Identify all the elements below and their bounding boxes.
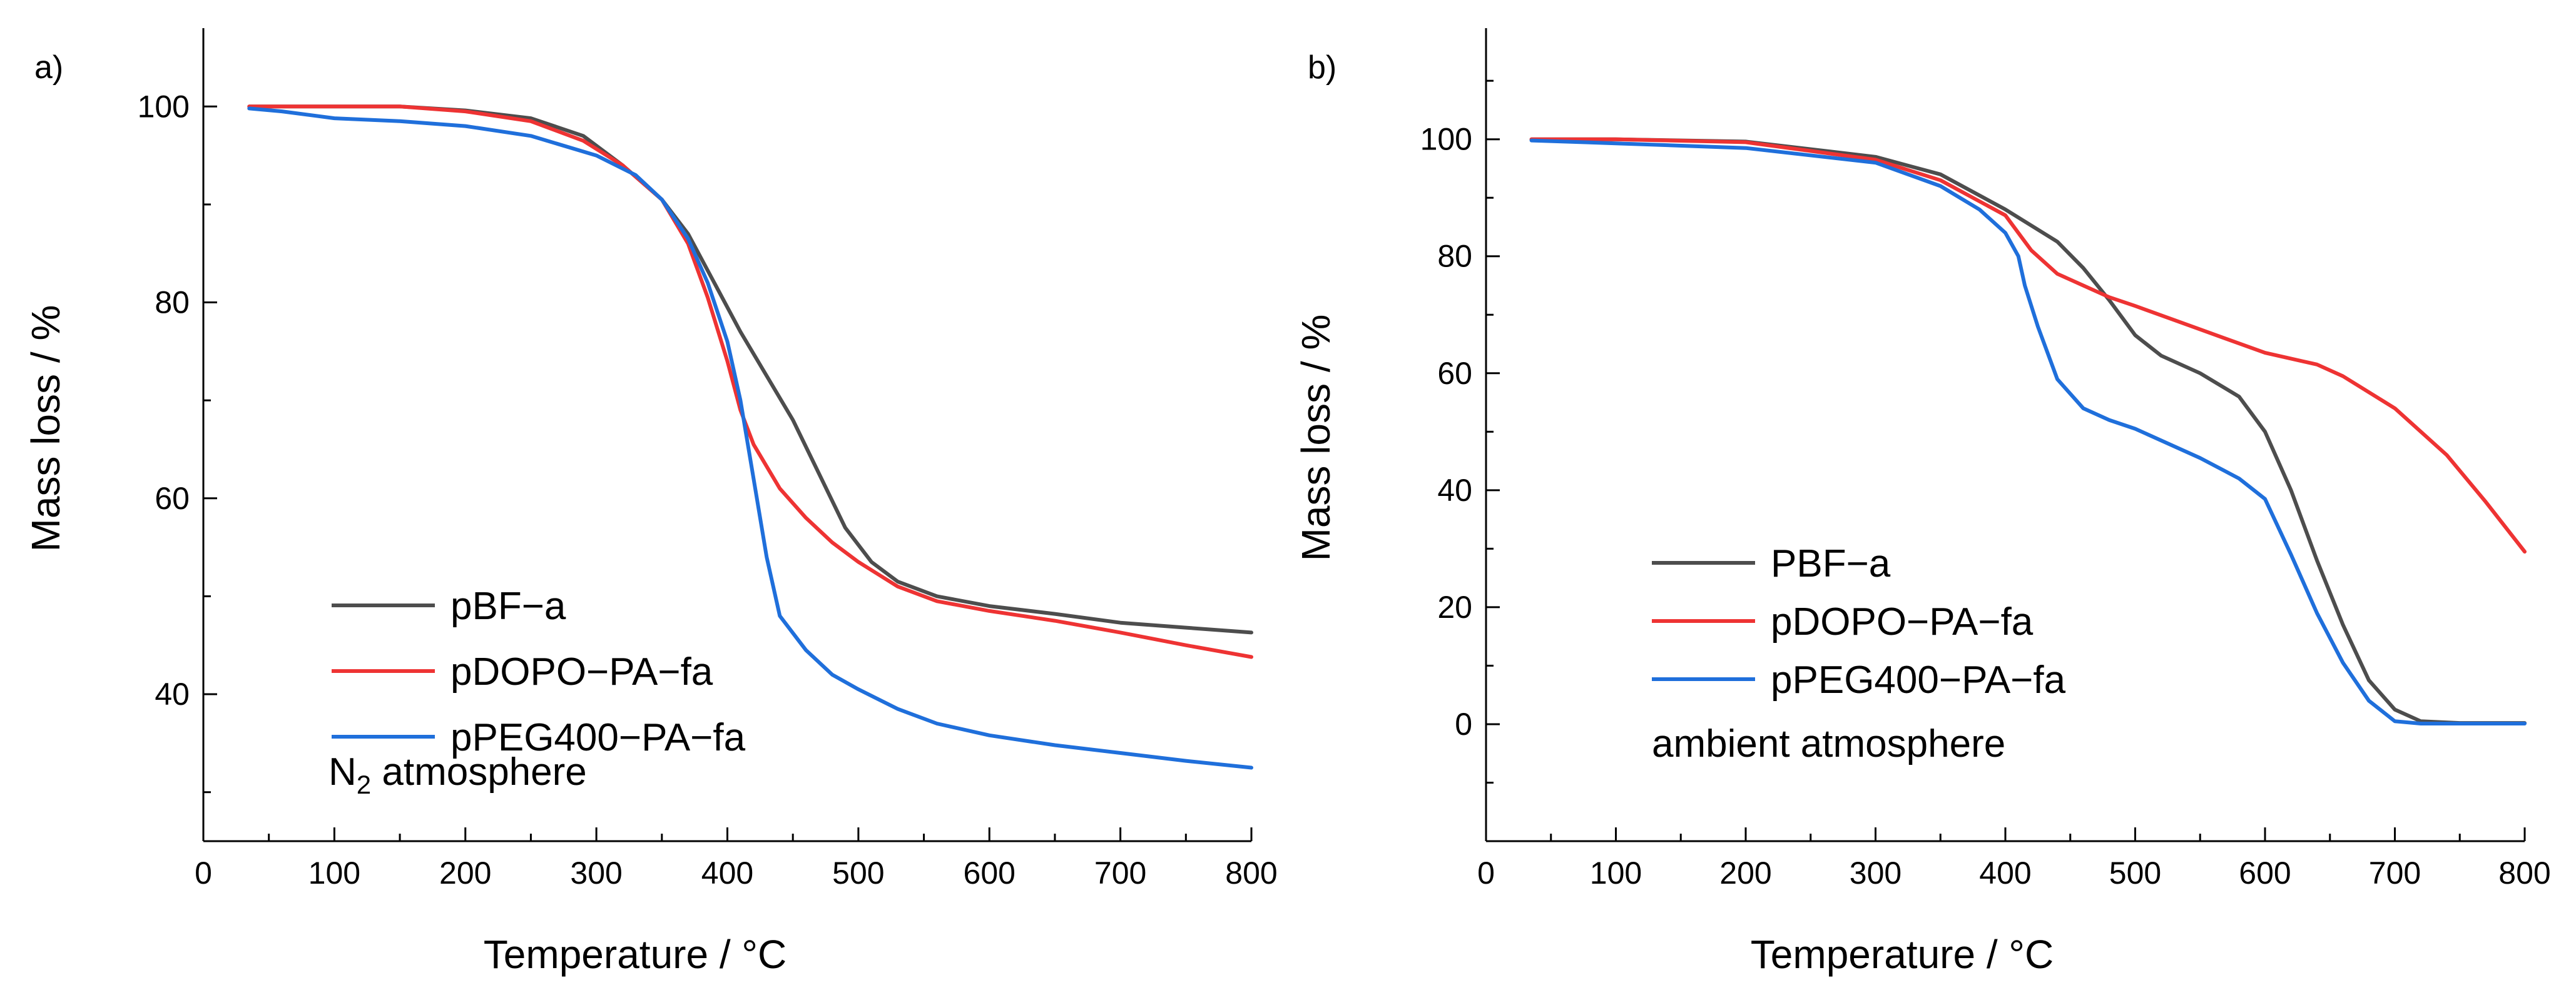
- x-tick-label: 800: [2498, 856, 2550, 891]
- legend-label: PBF−a: [1771, 542, 1891, 585]
- panel-label-a: a): [34, 49, 63, 86]
- y-axis-title-b: Mass loss / %: [1293, 315, 1338, 562]
- series-line-1: [247, 104, 1253, 659]
- series-line-1: [1529, 137, 2527, 554]
- y-tick-label: 60: [1437, 356, 1472, 391]
- y-tick-label: 40: [1437, 473, 1472, 508]
- panel-label-b: b): [1308, 49, 1336, 86]
- x-tick-label: 200: [439, 856, 491, 891]
- series-line-2: [247, 106, 1253, 770]
- x-tick-label: 700: [2369, 856, 2421, 891]
- series-line-0: [1529, 137, 2527, 725]
- x-tick-label: 0: [195, 856, 212, 891]
- y-tick-label: 80: [1437, 239, 1472, 274]
- x-axis-title-b: Temperature / °C: [1751, 932, 2054, 977]
- legend-label: pPEG400−PA−fa: [451, 716, 746, 759]
- x-tick-label: 700: [1094, 856, 1146, 891]
- legend-label: pDOPO−PA−fa: [451, 650, 713, 694]
- legend-label: pBF−a: [451, 585, 566, 628]
- y-tick-label: 0: [1455, 707, 1472, 742]
- x-tick-label: 100: [1590, 856, 1642, 891]
- x-tick-label: 300: [570, 856, 622, 891]
- x-tick-label: 500: [2109, 856, 2161, 891]
- legend-label: pPEG400−PA−fa: [1771, 659, 2066, 702]
- x-tick-label: 0: [1477, 856, 1495, 891]
- x-tick-label: 300: [1850, 856, 1901, 891]
- series-line-2: [1529, 138, 2527, 725]
- legend-b: PBF−a pDOPO−PA−fa pPEG400−PA−fa: [1652, 542, 2066, 702]
- y-tick-label: 60: [155, 481, 190, 516]
- annotation-n2-atmosphere: N2 atmosphere: [328, 750, 587, 799]
- legend-a: pBF−a pDOPO−PA−fa pPEG400−PA−fa: [332, 585, 746, 759]
- x-tick-label: 400: [701, 856, 753, 891]
- annotation-ambient-atmosphere: ambient atmosphere: [1652, 722, 2005, 765]
- x-tick-label: 800: [1225, 856, 1277, 891]
- chart-panel-b: b) 0 100 200 300 400 500 600 700 800 0 20 40 60 80 100…: [1293, 28, 2551, 977]
- x-tick-label: 400: [1979, 856, 2031, 891]
- y-tick-label: 100: [1420, 122, 1472, 157]
- legend-label: pDOPO−PA−fa: [1771, 600, 2034, 644]
- x-tick-label: 200: [1719, 856, 1771, 891]
- x-tick-label: 100: [308, 856, 360, 891]
- x-axis-title-a: Temperature / °C: [484, 932, 787, 977]
- y-tick-label: 100: [138, 89, 190, 124]
- y-tick-label: 40: [155, 677, 190, 712]
- y-tick-label: 80: [155, 285, 190, 320]
- chart-panel-a: a) 0 100 200 300 400 500 600 700 800 40 60 80 100 Te…: [23, 28, 1278, 977]
- x-tick-label: 600: [2239, 856, 2291, 891]
- y-axis-title-a: Mass loss / %: [23, 305, 68, 552]
- series-line-0: [247, 104, 1253, 635]
- y-tick-label: 20: [1437, 590, 1472, 625]
- x-tick-label: 600: [964, 856, 1016, 891]
- x-tick-label: 500: [832, 856, 884, 891]
